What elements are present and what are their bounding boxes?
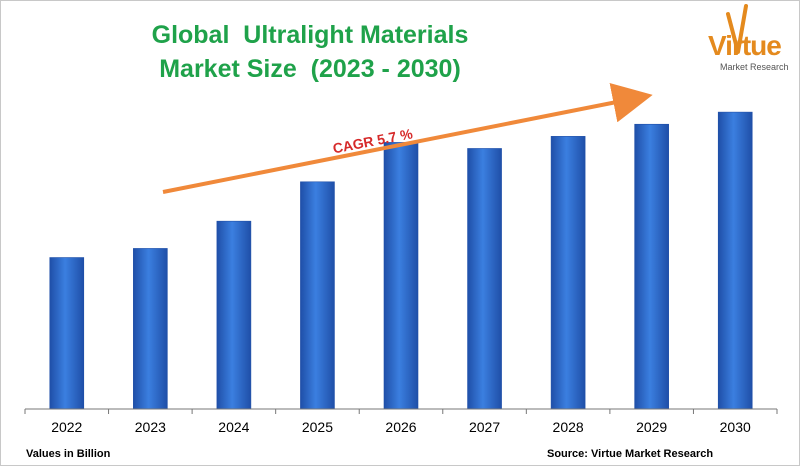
logo-check-icon [726,4,748,54]
bar-2025 [300,181,335,410]
x-tick-label: 2025 [302,419,333,435]
bars-group [49,111,753,410]
cagr-trend-arrow [162,83,653,194]
chart-title-line2: Market Size (2023 - 2030) [159,55,461,83]
bar-2029 [634,123,669,410]
x-tick-label: 2027 [469,419,500,435]
x-tick-label: 2022 [51,419,82,435]
chart-title-line1: Global Ultralight Materials [151,21,469,49]
source-note: Source: Virtue Market Research [547,448,714,460]
bar-2030 [717,111,753,410]
bar-2023 [133,248,168,410]
logo-subtitle: Market Research [720,62,789,72]
x-tick-label: 2026 [385,419,416,435]
bar-2027 [467,148,502,410]
bar-2022 [49,257,85,410]
x-axis-ticks [24,409,778,414]
x-tick-label: 2023 [135,419,166,435]
x-tick-label: 2028 [553,419,584,435]
bar-2024 [216,220,252,410]
chart-title: Global Ultralight Materials Market Size … [120,18,500,86]
units-note: Values in Billion [26,448,111,460]
x-tick-label: 2030 [720,419,751,435]
virtue-logo: Virtue Market Research [708,4,798,96]
x-axis-labels: 2022 2023 2024 2025 2026 2027 2028 2029 2030 [51,419,751,435]
bar-2026 [383,142,419,410]
x-tick-label: 2024 [218,419,249,435]
logo-wordmark: Virtue [708,30,782,61]
bar-2028 [550,136,586,410]
x-tick-label: 2029 [636,419,667,435]
